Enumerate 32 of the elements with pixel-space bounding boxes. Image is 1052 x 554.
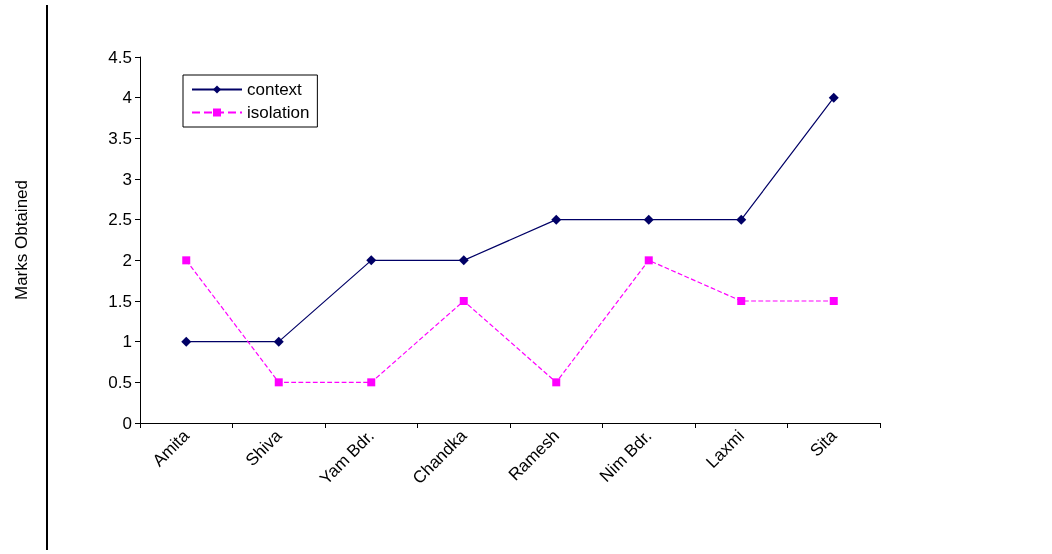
x-tick-label: Sita bbox=[806, 425, 841, 461]
point bbox=[551, 214, 562, 225]
point bbox=[366, 255, 377, 266]
point bbox=[552, 378, 561, 387]
point bbox=[644, 256, 653, 265]
legend-label: isolation bbox=[247, 103, 310, 122]
point bbox=[736, 214, 747, 225]
point bbox=[458, 255, 469, 266]
legend-label: context bbox=[247, 80, 303, 99]
point bbox=[737, 297, 746, 305]
x-tick-label: Nim Bdr. bbox=[595, 426, 656, 486]
y-tick-label: 3 bbox=[122, 169, 132, 189]
x-tick-label: Yam Bdr. bbox=[316, 426, 378, 489]
y-tick-label: 4.5 bbox=[108, 47, 132, 67]
point bbox=[828, 92, 839, 103]
point bbox=[182, 256, 191, 265]
y-axis-title: Marks Obtained bbox=[12, 180, 31, 300]
y-tick-label: 1 bbox=[122, 332, 132, 352]
point bbox=[274, 378, 283, 387]
y-tick-label: 0 bbox=[122, 413, 132, 433]
y-tick-label: 2.5 bbox=[108, 210, 132, 230]
point bbox=[829, 297, 838, 305]
y-tick-label: 4 bbox=[122, 88, 132, 108]
point bbox=[367, 378, 376, 387]
point bbox=[643, 214, 654, 225]
point bbox=[273, 336, 284, 347]
y-tick-label: 2 bbox=[122, 250, 132, 270]
y-tick-label: 0.5 bbox=[108, 372, 132, 392]
point bbox=[181, 336, 192, 347]
point bbox=[459, 297, 468, 305]
y-tick-label: 1.5 bbox=[108, 291, 132, 311]
y-tick-label: 3.5 bbox=[108, 128, 132, 148]
